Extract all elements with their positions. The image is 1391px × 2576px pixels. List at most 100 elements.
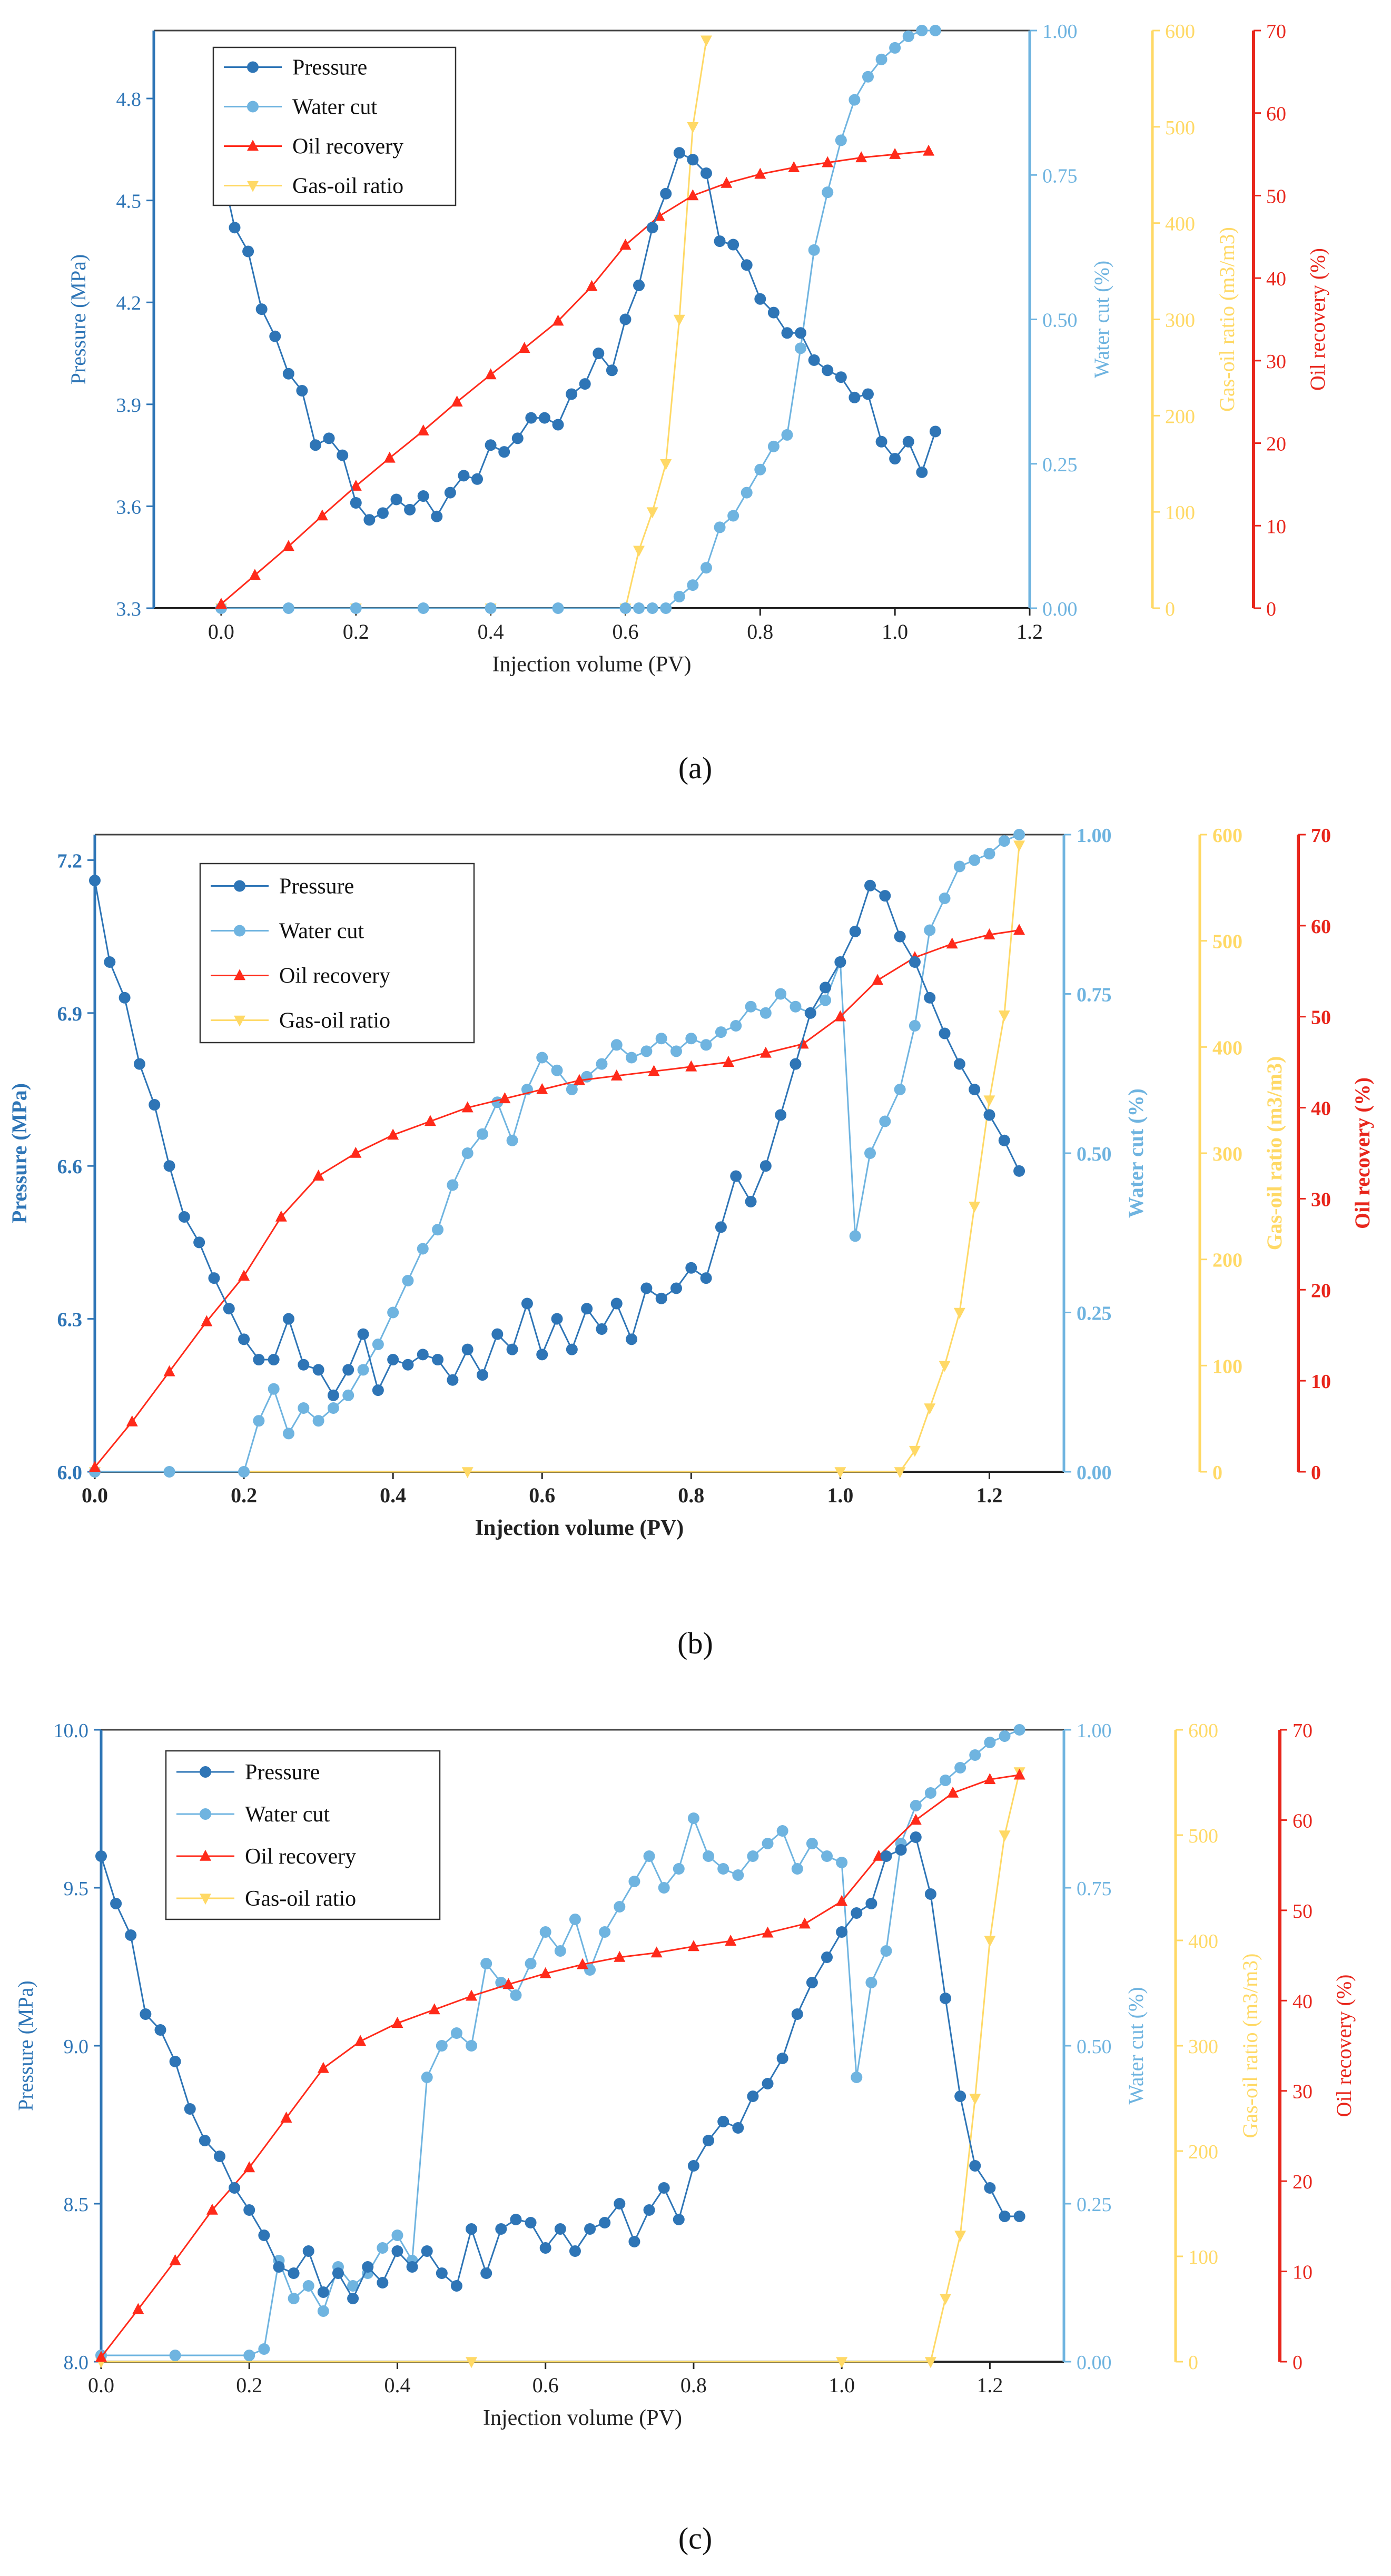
data-point-water-cut	[658, 1882, 670, 1894]
data-point-water-cut	[969, 854, 981, 866]
y-tick-label: 40	[1266, 268, 1286, 290]
data-point-oil-recovery	[466, 1989, 478, 2001]
data-point-pressure	[337, 449, 349, 461]
data-point-oil-recovery	[822, 156, 834, 167]
data-point-pressure	[759, 1160, 772, 1172]
data-point-oil-recovery	[687, 1940, 699, 1951]
data-point-pressure	[312, 1364, 324, 1376]
y-tick-label: 0.00	[1077, 1462, 1112, 1484]
y-tick-label: 300	[1188, 2036, 1218, 2058]
series-line-pressure	[220, 152, 936, 521]
data-point-pressure	[775, 1109, 787, 1121]
y-tick-label: 7.2	[57, 850, 83, 872]
data-point-pressure	[133, 1058, 145, 1070]
data-point-pressure	[579, 378, 591, 390]
data-point-water-cut	[660, 602, 672, 614]
data-point-water-cut	[821, 1850, 833, 1862]
data-point-oil-recovery	[836, 1895, 848, 1906]
y-tick-label: 30	[1266, 351, 1286, 373]
data-point-pressure	[268, 1354, 280, 1366]
data-point-pressure	[193, 1236, 205, 1249]
series-line-gas-oil-ratio	[101, 1771, 1021, 2363]
data-point-pressure	[229, 222, 241, 234]
data-point-pressure	[804, 1007, 816, 1019]
data-point-gas-oil-ratio	[998, 1010, 1010, 1022]
y-tick-label: 0	[1212, 1462, 1222, 1484]
data-point-pressure	[169, 2056, 181, 2067]
data-point-pressure	[302, 2245, 314, 2257]
data-point-oil-recovery	[872, 974, 884, 985]
data-point-pressure	[820, 982, 832, 994]
data-point-oil-recovery	[350, 479, 362, 491]
axis-title-gor: Gas-oil ratio (m3/m3)	[1262, 1056, 1286, 1251]
data-point-water-cut	[539, 1926, 551, 1938]
data-point-oil-recovery	[910, 1814, 922, 1825]
y-tick-label: 0	[1165, 598, 1175, 620]
data-point-water-cut	[998, 835, 1010, 847]
series-line-oil-recovery	[94, 929, 1020, 1468]
y-tick-label: 300	[1212, 1143, 1242, 1165]
data-point-pressure	[471, 473, 484, 485]
data-point-pressure	[754, 293, 766, 305]
data-point-oil-recovery	[201, 1315, 213, 1326]
data-point-water-cut	[762, 1838, 774, 1849]
data-point-water-cut	[969, 1749, 981, 1761]
data-point-oil-recovery	[648, 1065, 660, 1076]
data-point-pressure	[593, 348, 605, 360]
data-point-water-cut	[864, 1147, 876, 1159]
data-point-pressure	[633, 279, 645, 291]
data-point-water-cut	[929, 25, 941, 36]
data-point-pressure	[849, 391, 861, 403]
y-tick-label: 3.6	[116, 496, 142, 518]
data-point-pressure	[510, 2214, 522, 2225]
data-point-pressure	[730, 1170, 742, 1182]
legend: Pressure Water cut Oil recovery Gas-oil rat…	[165, 1750, 441, 1920]
legend-label-water-cut: Water cut	[279, 919, 364, 944]
data-point-pressure	[929, 425, 941, 438]
data-point-water-cut	[554, 1945, 566, 1957]
y-tick-label: 70	[1266, 21, 1286, 43]
series-line-gas-oil-ratio	[95, 845, 1020, 1473]
data-point-oil-recovery	[126, 1415, 138, 1426]
data-point-oil-recovery	[238, 1270, 250, 1281]
data-point-gas-oil-ratio	[1013, 840, 1025, 852]
data-point-oil-recovery	[536, 1083, 548, 1094]
y-tick-label: 0.50	[1042, 310, 1078, 332]
data-point-water-cut	[767, 440, 780, 452]
data-point-pressure	[357, 1328, 369, 1340]
data-point-water-cut	[169, 2350, 181, 2361]
data-point-pressure	[790, 1058, 802, 1070]
y-tick-label: 0.75	[1077, 1878, 1112, 1900]
data-point-water-cut	[633, 602, 645, 614]
x-tick-label: 0.6	[532, 2373, 559, 2397]
data-point-pressure	[310, 439, 322, 451]
y-tick-label: 6.9	[57, 1003, 83, 1025]
legend-label-oil-recovery: Oil recovery	[245, 1845, 356, 1869]
data-point-water-cut	[506, 1134, 518, 1146]
data-point-pressure	[406, 2261, 418, 2273]
data-point-oil-recovery	[586, 280, 598, 291]
y-tick-label: 3.3	[116, 598, 142, 620]
data-point-pressure	[670, 1282, 682, 1294]
data-point-pressure	[727, 239, 739, 251]
x-tick-label: 0.8	[678, 1483, 704, 1507]
data-point-pressure	[238, 1333, 250, 1345]
data-point-pressure	[506, 1343, 518, 1355]
data-point-gas-oil-ratio	[940, 2294, 952, 2305]
data-point-water-cut	[775, 988, 787, 1000]
data-point-pressure	[363, 514, 376, 526]
data-point-water-cut	[302, 2280, 314, 2292]
data-point-oil-recovery	[312, 1170, 324, 1181]
data-point-pressure	[626, 1333, 638, 1345]
y-tick-label: 40	[1293, 1990, 1313, 2013]
y-tick-label: 0.00	[1042, 598, 1078, 620]
data-point-water-cut	[485, 602, 497, 614]
legend-label-gas-oil-ratio: Gas-oil ratio	[245, 1887, 356, 1911]
data-point-pressure	[566, 388, 578, 400]
data-point-water-cut	[432, 1224, 444, 1236]
y-tick-label: 6.0	[57, 1462, 83, 1484]
data-point-pressure	[208, 1272, 220, 1284]
data-point-pressure	[954, 2090, 966, 2102]
legend-marker-pressure	[247, 61, 259, 73]
legend-box	[199, 863, 475, 1044]
